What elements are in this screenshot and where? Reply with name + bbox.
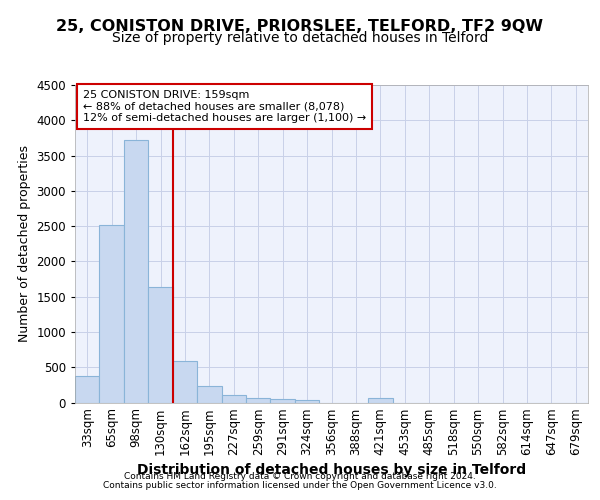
Bar [173,361,197,403]
Bar [100,226,124,402]
Text: Size of property relative to detached houses in Telford: Size of property relative to detached ho… [112,31,488,45]
Bar [124,140,148,402]
Text: Contains public sector information licensed under the Open Government Licence v3: Contains public sector information licen… [103,481,497,490]
Bar [197,386,221,402]
Bar [368,398,392,402]
Bar [148,288,173,403]
Bar [295,400,319,402]
Text: Contains HM Land Registry data © Crown copyright and database right 2024.: Contains HM Land Registry data © Crown c… [124,472,476,481]
Bar [75,376,100,402]
Y-axis label: Number of detached properties: Number of detached properties [18,145,31,342]
Bar [246,398,271,402]
X-axis label: Distribution of detached houses by size in Telford: Distribution of detached houses by size … [137,464,526,477]
Bar [271,398,295,402]
Bar [221,394,246,402]
Text: 25 CONISTON DRIVE: 159sqm
← 88% of detached houses are smaller (8,078)
12% of se: 25 CONISTON DRIVE: 159sqm ← 88% of detac… [83,90,366,123]
Text: 25, CONISTON DRIVE, PRIORSLEE, TELFORD, TF2 9QW: 25, CONISTON DRIVE, PRIORSLEE, TELFORD, … [56,19,544,34]
